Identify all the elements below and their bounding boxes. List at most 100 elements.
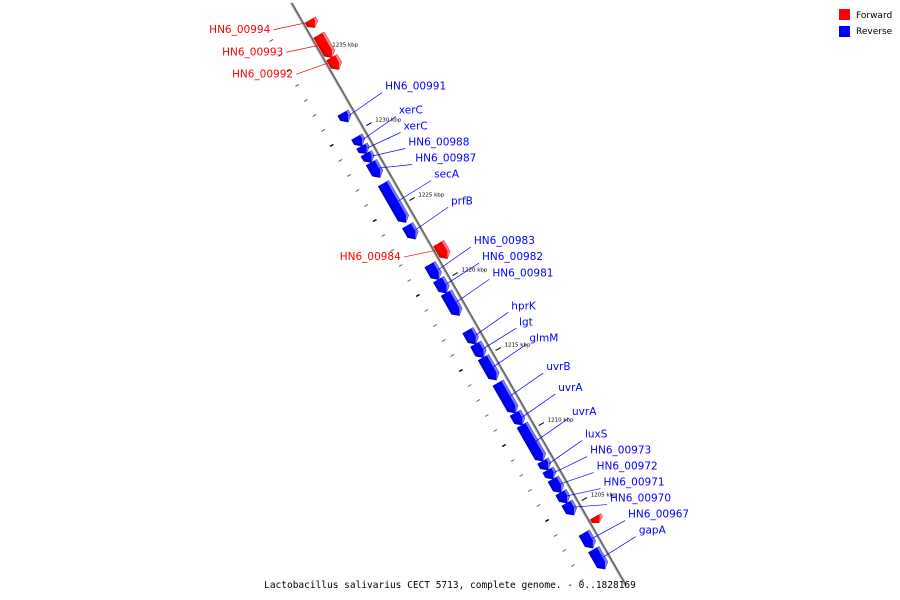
gene-label: uvrA: [572, 406, 597, 418]
gene-label: prfB: [451, 195, 473, 207]
label-leader-line: [372, 148, 406, 157]
gene-arrow-shadow: [537, 462, 549, 471]
scale-mark: [355, 189, 360, 192]
gene-arrow-shadow: [433, 245, 448, 259]
scale-mark: [450, 354, 455, 357]
legend-label-forward: Forward: [856, 11, 892, 21]
gene-arrow-shadow: [590, 518, 600, 523]
scale-mark: [415, 293, 420, 298]
tick-mark: [581, 497, 588, 502]
label-leader-line: [403, 249, 437, 258]
scale-mark: [579, 579, 584, 582]
scale-mark: [536, 504, 541, 507]
gene-arrow-highlight: [486, 354, 500, 381]
gene-arrow-shadow: [478, 359, 497, 381]
gene-label: HN6_00984: [340, 251, 401, 263]
gene-reverse: [351, 133, 366, 147]
legend-item-forward: Forward: [839, 9, 892, 21]
gene-forward: [589, 513, 603, 523]
gene-arrow-highlight: [570, 500, 577, 516]
gene-reverse: [433, 276, 450, 294]
gene-arrow-highlight: [410, 222, 419, 240]
gene-arrow-shadow: [492, 384, 516, 414]
map-caption: Lactobacillus salivarius CECT 5713, comp…: [264, 580, 636, 591]
label-leader-line: [482, 327, 517, 350]
gene-label: HN6_00988: [408, 137, 469, 149]
gene-arrow-highlight: [501, 380, 519, 414]
gene-label: uvrB: [546, 361, 570, 373]
backbone-layer: [290, 2, 627, 586]
gene-arrow-body: [492, 379, 519, 414]
label-leader-line: [437, 246, 472, 271]
label-leader-line: [509, 372, 544, 397]
label-leader-line: [379, 164, 413, 169]
gene-reverse: [377, 180, 409, 223]
gene-reverse: [424, 261, 442, 280]
gene-label: lgt: [519, 316, 533, 328]
scale-mark: [570, 564, 575, 567]
scale-mark: [321, 129, 326, 132]
gene-arrow-highlight: [597, 546, 608, 570]
gene-reverse: [588, 546, 608, 570]
gene-arrow-shadow: [470, 345, 484, 358]
gene-label: gapA: [639, 525, 667, 537]
gene-label: HN6_00992: [232, 68, 293, 80]
gene-label: secA: [434, 169, 460, 181]
scale-mark: [493, 429, 498, 432]
gene-arrow-highlight: [335, 54, 342, 70]
labels-layer: HN6_00994 HN6_00993 HN6_00992 HN6_00991 xerC…: [209, 22, 689, 558]
gene-arrow-highlight: [441, 276, 450, 294]
gene-arrow-highlight: [525, 422, 546, 462]
label-leader-line: [535, 417, 570, 442]
gene-forward: [313, 31, 335, 58]
genome-backbone-shade: [290, 2, 626, 586]
gene-arrow-shadow: [356, 147, 367, 154]
gene-label: HN6_00973: [590, 445, 651, 457]
tick-mark: [452, 272, 458, 276]
legend-label-reverse: Reverse: [856, 27, 893, 37]
gene-arrow-highlight: [564, 489, 570, 504]
tick-mark: [409, 197, 415, 201]
scale-mark: [501, 443, 507, 448]
gene-label: HN6_00970: [610, 493, 671, 505]
gene-arrow-shadow: [542, 471, 554, 480]
gene-reverse: [516, 421, 546, 462]
gene-arrow-highlight: [386, 180, 409, 223]
scale-mark: [381, 234, 386, 237]
scale-mark: [519, 474, 524, 477]
label-leader-line: [445, 262, 480, 285]
gene-arrow-highlight: [479, 341, 487, 358]
scale-mark: [527, 489, 532, 492]
gene-arrow-shadow: [361, 155, 372, 163]
scale-mark: [390, 249, 394, 252]
label-leader-line: [553, 456, 588, 473]
gene-reverse: [402, 222, 419, 240]
gene-arrow-shadow: [351, 138, 362, 146]
gene-arrow-highlight: [360, 134, 365, 146]
gene-label: HN6_00991: [385, 80, 446, 92]
scale-mark: [458, 368, 464, 373]
gene-arrow-shadow: [441, 294, 460, 316]
scale-mark: [407, 279, 412, 282]
gene-arrow-shadow: [313, 36, 332, 58]
gene-reverse: [561, 499, 577, 516]
tick-label: 1210 kbp: [548, 418, 574, 424]
gene-reverse: [365, 159, 384, 178]
legend-item-reverse: Reverse: [839, 26, 893, 37]
gene-arrow-highlight: [346, 110, 351, 122]
scale-mark: [441, 339, 446, 342]
gene-arrow-shadow: [517, 426, 543, 462]
gene-arrow-highlight: [313, 17, 318, 28]
genome-backbone: [290, 2, 627, 586]
gene-arrow-shadow: [462, 332, 476, 345]
label-leader-line: [273, 22, 307, 31]
gene-arrow-shadow: [424, 266, 439, 280]
scale-mark: [433, 324, 438, 327]
label-leader-line: [602, 536, 637, 558]
scale-mark: [329, 143, 334, 148]
gene-label: luxS: [585, 429, 608, 441]
label-leader-line: [560, 472, 594, 485]
gene-arrow-shadow: [366, 164, 381, 178]
tick-label: 1230 kbp: [375, 118, 401, 124]
